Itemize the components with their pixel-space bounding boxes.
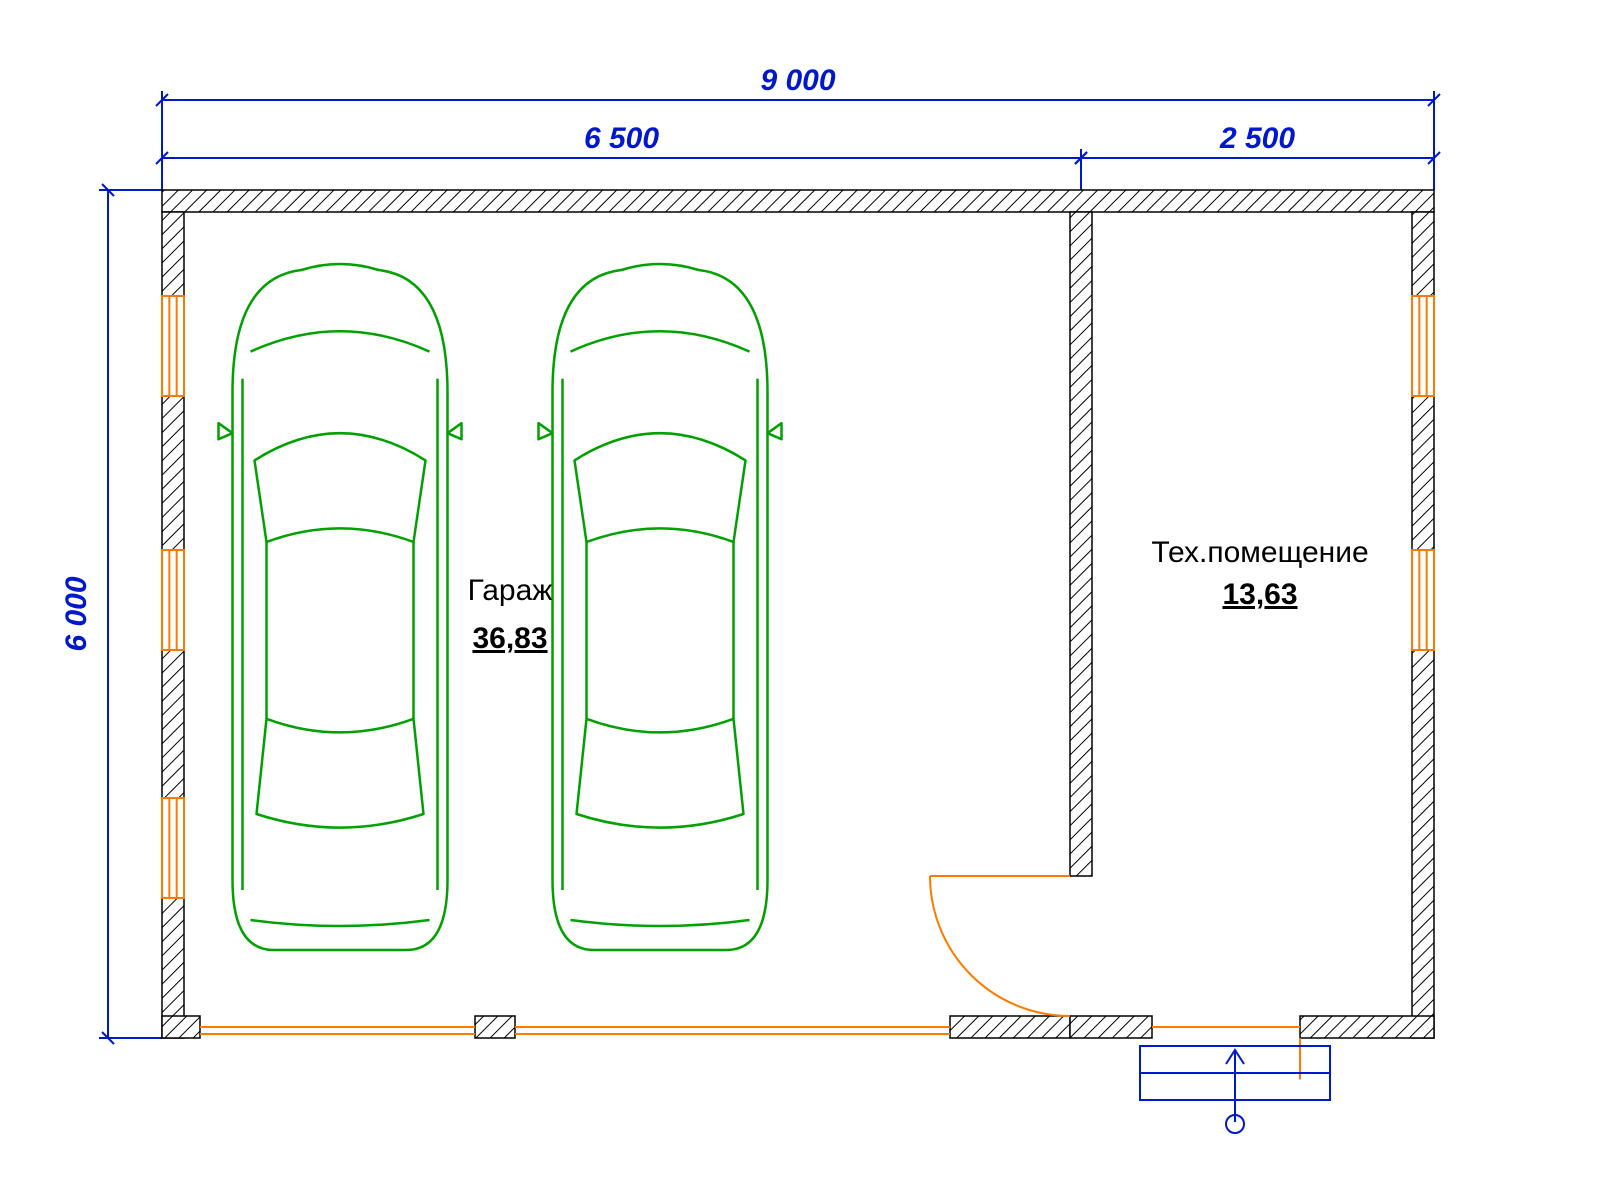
room-name-tech: Тех.помещение [1151,536,1368,569]
floor-plan: 9 000 6 500 2 500 6 000 Гараж 36,83 Тех.помещ… [0,0,1600,1200]
svg-text:9 000: 9 000 [760,64,835,97]
openings [162,296,1434,1085]
svg-text:6 000: 6 000 [60,576,93,651]
svg-text:6 500: 6 500 [584,122,659,155]
room-labels: Гараж 36,83 Тех.помещение 13,63 [468,536,1369,655]
cars [219,264,782,950]
svg-text:2 500: 2 500 [1219,122,1295,155]
room-area-tech: 13,63 [1222,578,1297,611]
room-name-garage: Гараж [468,574,553,607]
walls [162,190,1434,1038]
room-area-garage: 36,83 [472,622,547,655]
entry-steps [1140,1046,1330,1133]
